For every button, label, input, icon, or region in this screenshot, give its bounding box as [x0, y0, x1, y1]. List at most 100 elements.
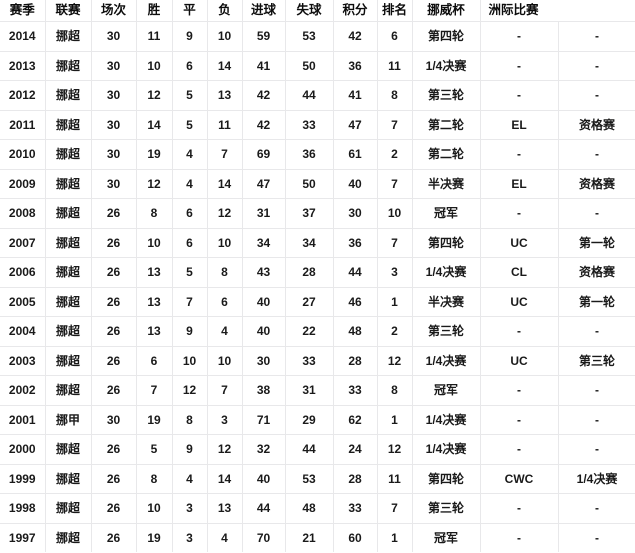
cell-continental-result: -: [558, 493, 635, 524]
cell-norwegian-cup: 半决赛: [412, 169, 481, 199]
cell-season: 1997: [0, 523, 46, 552]
cell-league: 挪超: [45, 21, 92, 52]
cell-draw: 4: [172, 139, 208, 170]
cell-draw: 5: [172, 80, 208, 111]
cell-norwegian-cup: 第二轮: [412, 110, 481, 140]
cell-league: 挪超: [45, 464, 92, 494]
cell-points: 28: [333, 346, 378, 376]
cell-points: 62: [333, 405, 378, 435]
cell-goals-against: 44: [285, 80, 334, 111]
cell-season: 2014: [0, 21, 46, 52]
cell-continental-competition: -: [480, 51, 559, 81]
cell-win: 5: [136, 434, 173, 465]
cell-goals-against: 44: [285, 434, 334, 465]
cell-goals-against: 33: [285, 346, 334, 376]
cell-played: 30: [91, 405, 137, 435]
cell-continental-competition: -: [480, 523, 559, 552]
cell-draw: 12: [172, 375, 208, 406]
cell-goals-against: 21: [285, 523, 334, 552]
cell-loss: 4: [207, 316, 243, 347]
cell-season: 2007: [0, 228, 46, 258]
cell-continental-competition: -: [480, 80, 559, 111]
cell-goals-for: 30: [242, 346, 286, 376]
column-header-season: 赛季: [0, 0, 46, 22]
column-header-draw: 平: [172, 0, 208, 22]
cell-win: 10: [136, 51, 173, 81]
cell-win: 19: [136, 139, 173, 170]
cell-goals-against: 31: [285, 375, 334, 406]
cell-played: 26: [91, 493, 137, 524]
cell-rank: 8: [377, 80, 413, 111]
cell-draw: 9: [172, 316, 208, 347]
cell-draw: 4: [172, 464, 208, 494]
cell-rank: 8: [377, 375, 413, 406]
cell-norwegian-cup: 第四轮: [412, 464, 481, 494]
cell-loss: 8: [207, 257, 243, 288]
cell-norwegian-cup: 1/4决赛: [412, 434, 481, 465]
cell-points: 41: [333, 80, 378, 111]
cell-loss: 7: [207, 375, 243, 406]
cell-season: 2010: [0, 139, 46, 170]
cell-continental-result: -: [558, 198, 635, 229]
cell-win: 10: [136, 493, 173, 524]
cell-season: 2002: [0, 375, 46, 406]
cell-loss: 13: [207, 493, 243, 524]
cell-draw: 6: [172, 51, 208, 81]
cell-win: 13: [136, 257, 173, 288]
cell-continental-result: -: [558, 523, 635, 552]
cell-continental-competition: -: [480, 139, 559, 170]
cell-loss: 14: [207, 51, 243, 81]
cell-win: 19: [136, 405, 173, 435]
cell-played: 26: [91, 464, 137, 494]
cell-season: 2004: [0, 316, 46, 347]
cell-season: 2009: [0, 169, 46, 199]
column-header-norwegian-cup: 挪威杯: [412, 0, 481, 22]
cell-continental-result: -: [558, 375, 635, 406]
cell-loss: 7: [207, 139, 243, 170]
cell-goals-against: 53: [285, 464, 334, 494]
cell-win: 13: [136, 316, 173, 347]
cell-goals-for: 71: [242, 405, 286, 435]
cell-goals-for: 70: [242, 523, 286, 552]
cell-rank: 3: [377, 257, 413, 288]
cell-loss: 6: [207, 287, 243, 317]
cell-draw: 10: [172, 346, 208, 376]
cell-draw: 4: [172, 169, 208, 199]
cell-goals-for: 43: [242, 257, 286, 288]
cell-goals-for: 42: [242, 110, 286, 140]
cell-rank: 7: [377, 169, 413, 199]
cell-points: 46: [333, 287, 378, 317]
cell-loss: 10: [207, 21, 243, 52]
cell-norwegian-cup: 冠军: [412, 198, 481, 229]
cell-continental-competition: CL: [480, 257, 559, 288]
cell-goals-against: 28: [285, 257, 334, 288]
column-header-loss: 负: [207, 0, 243, 22]
cell-win: 7: [136, 375, 173, 406]
cell-rank: 6: [377, 21, 413, 52]
column-header-win: 胜: [136, 0, 173, 22]
cell-rank: 1: [377, 405, 413, 435]
cell-loss: 14: [207, 169, 243, 199]
cell-league: 挪超: [45, 228, 92, 258]
cell-goals-for: 40: [242, 316, 286, 347]
cell-norwegian-cup: 第三轮: [412, 316, 481, 347]
cell-win: 8: [136, 198, 173, 229]
cell-win: 11: [136, 21, 173, 52]
cell-played: 30: [91, 21, 137, 52]
cell-points: 48: [333, 316, 378, 347]
cell-played: 26: [91, 316, 137, 347]
cell-continental-competition: UC: [480, 346, 559, 376]
cell-norwegian-cup: 第三轮: [412, 80, 481, 111]
cell-rank: 12: [377, 434, 413, 465]
cell-played: 30: [91, 169, 137, 199]
cell-goals-for: 40: [242, 464, 286, 494]
cell-goals-against: 53: [285, 21, 334, 52]
cell-continental-competition: UC: [480, 287, 559, 317]
